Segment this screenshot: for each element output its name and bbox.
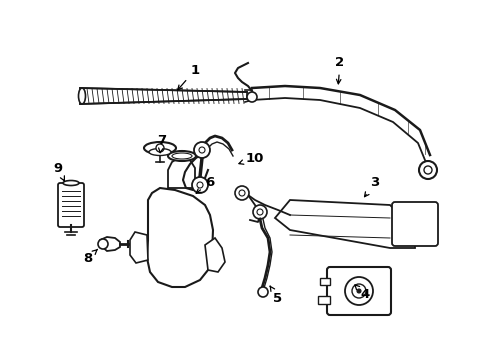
Text: 1: 1 bbox=[177, 63, 199, 90]
Circle shape bbox=[418, 161, 436, 179]
Polygon shape bbox=[100, 237, 120, 251]
Text: 5: 5 bbox=[269, 286, 282, 305]
Circle shape bbox=[258, 287, 267, 297]
Circle shape bbox=[351, 284, 365, 298]
Ellipse shape bbox=[172, 153, 192, 159]
FancyBboxPatch shape bbox=[58, 183, 84, 227]
Circle shape bbox=[194, 142, 209, 158]
Text: 10: 10 bbox=[239, 152, 264, 165]
Circle shape bbox=[257, 209, 263, 215]
Text: 7: 7 bbox=[157, 134, 166, 153]
Circle shape bbox=[252, 205, 266, 219]
Polygon shape bbox=[168, 157, 195, 188]
Polygon shape bbox=[130, 232, 148, 263]
Ellipse shape bbox=[63, 180, 79, 185]
Circle shape bbox=[423, 166, 431, 174]
Ellipse shape bbox=[143, 142, 176, 154]
Circle shape bbox=[345, 277, 372, 305]
FancyBboxPatch shape bbox=[391, 202, 437, 246]
Polygon shape bbox=[317, 296, 329, 304]
Text: 3: 3 bbox=[364, 176, 379, 197]
Circle shape bbox=[197, 182, 203, 188]
Ellipse shape bbox=[168, 151, 196, 161]
Polygon shape bbox=[80, 88, 246, 104]
Circle shape bbox=[192, 177, 207, 193]
Circle shape bbox=[239, 190, 244, 196]
Polygon shape bbox=[147, 188, 213, 287]
Circle shape bbox=[246, 92, 257, 102]
Circle shape bbox=[98, 239, 108, 249]
Ellipse shape bbox=[149, 148, 171, 156]
Text: 8: 8 bbox=[83, 249, 97, 265]
Text: 2: 2 bbox=[335, 57, 344, 84]
Polygon shape bbox=[274, 200, 414, 248]
Circle shape bbox=[156, 144, 163, 152]
Polygon shape bbox=[319, 278, 329, 285]
Text: 9: 9 bbox=[53, 162, 64, 181]
Circle shape bbox=[356, 289, 360, 293]
Circle shape bbox=[235, 186, 248, 200]
Text: 6: 6 bbox=[196, 175, 214, 193]
FancyBboxPatch shape bbox=[326, 267, 390, 315]
Text: 4: 4 bbox=[354, 285, 369, 302]
Circle shape bbox=[199, 147, 204, 153]
Ellipse shape bbox=[79, 88, 85, 104]
Polygon shape bbox=[204, 238, 224, 272]
